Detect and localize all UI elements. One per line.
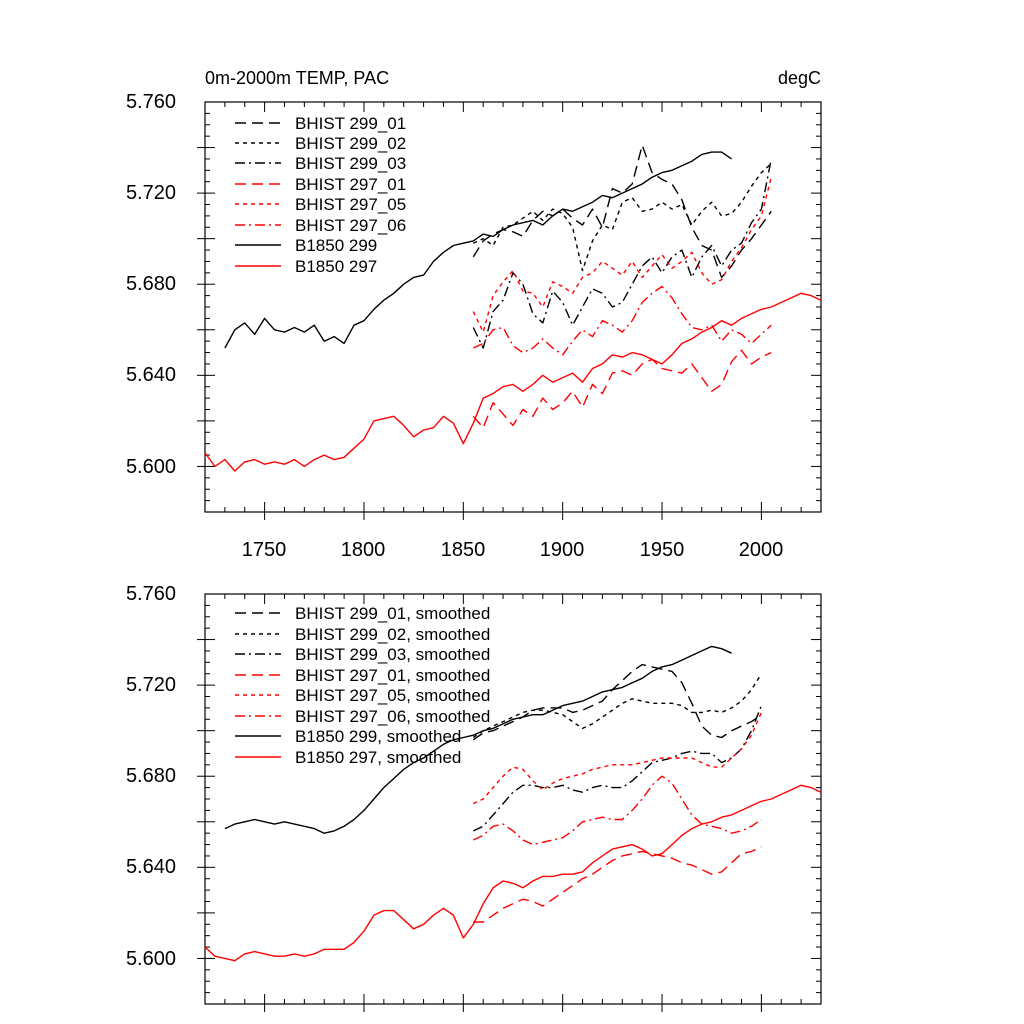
legend-label: BHIST 297_01, smoothed (295, 666, 490, 685)
series-line-b1850-297-smoothed (204, 784, 822, 962)
series-line-bhist-299-03 (472, 158, 772, 349)
legend-label: BHIST 299_02, smoothed (295, 625, 490, 644)
legend-label: BHIST 297_01 (295, 175, 406, 194)
axis-ticks (197, 594, 821, 1012)
series-line-b1850-299 (224, 151, 732, 349)
panel-smoothed: 5.760 5.720 5.680 5.640 5.600 BHIST 299_… (126, 583, 822, 1012)
series-line-bhist-299-01-smoothed (472, 663, 762, 741)
y-tick-label: 5.680 (126, 273, 176, 295)
legend-label: BHIST 299_03 (295, 154, 406, 173)
x-tick-label: 1750 (242, 539, 287, 561)
series-line-bhist-297-06-smoothed (473, 775, 762, 846)
units-label: degC (778, 68, 821, 88)
legend-label: BHIST 297_05 (295, 195, 406, 214)
legend-label: BHIST 299_01 (295, 114, 406, 133)
chart-title: 0m-2000m TEMP, PAC (205, 68, 389, 88)
legend-label: B1850 297 (295, 257, 377, 276)
series-group (204, 645, 822, 962)
series-line-bhist-297-05 (472, 177, 772, 333)
y-tick-label: 5.640 (126, 364, 176, 386)
x-tick-label: 1850 (441, 539, 486, 561)
legend: BHIST 299_01, smoothed BHIST 299_02, smo… (235, 604, 490, 767)
x-tick-label: 1900 (540, 539, 585, 561)
panel-raw: 0m-2000m TEMP, PAC degC 5.760 5.720 5.68… (126, 68, 822, 561)
x-tick-label: 2000 (739, 539, 784, 561)
legend-label: BHIST 299_02 (295, 134, 406, 153)
y-tick-label: 5.640 (126, 856, 176, 878)
legend-label: BHIST 297_06 (295, 216, 406, 235)
y-tick-label: 5.600 (126, 456, 176, 478)
series-line-bhist-297-01-smoothed (473, 846, 762, 923)
y-tick-label: 5.680 (126, 765, 176, 787)
series-line-b1850-299-smoothed (224, 645, 732, 834)
y-tick-label: 5.720 (126, 182, 176, 204)
series-line-bhist-299-02-smoothed (472, 673, 762, 739)
x-tick-label: 1950 (640, 539, 685, 561)
series-line-bhist-297-01 (472, 349, 772, 429)
series-line-bhist-299-02 (473, 162, 772, 272)
series-line-b1850-297 (204, 292, 822, 472)
legend-label: B1850 297, smoothed (295, 748, 461, 767)
series-line-bhist-299-03-smoothed (473, 705, 763, 832)
y-tick-label: 5.760 (126, 91, 176, 113)
legend-label: B1850 299, smoothed (295, 727, 461, 746)
legend-label: BHIST 299_03, smoothed (295, 645, 490, 664)
y-tick-label: 5.720 (126, 674, 176, 696)
legend: BHIST 299_01 BHIST 299_02 BHIST 299_03 B… (235, 114, 406, 276)
legend-label: BHIST 299_01, smoothed (295, 604, 490, 623)
series-group (204, 144, 822, 472)
legend-label: B1850 299 (295, 236, 377, 255)
legend-label: BHIST 297_05, smoothed (295, 686, 490, 705)
y-tick-label: 5.760 (126, 583, 176, 605)
y-tick-label: 5.600 (126, 948, 176, 970)
axis-ticks (197, 102, 821, 520)
x-tick-label: 1800 (341, 539, 386, 561)
legend-label: BHIST 297_06, smoothed (295, 707, 490, 726)
series-line-bhist-297-06 (473, 285, 772, 356)
series-line-bhist-299-01 (472, 144, 772, 279)
